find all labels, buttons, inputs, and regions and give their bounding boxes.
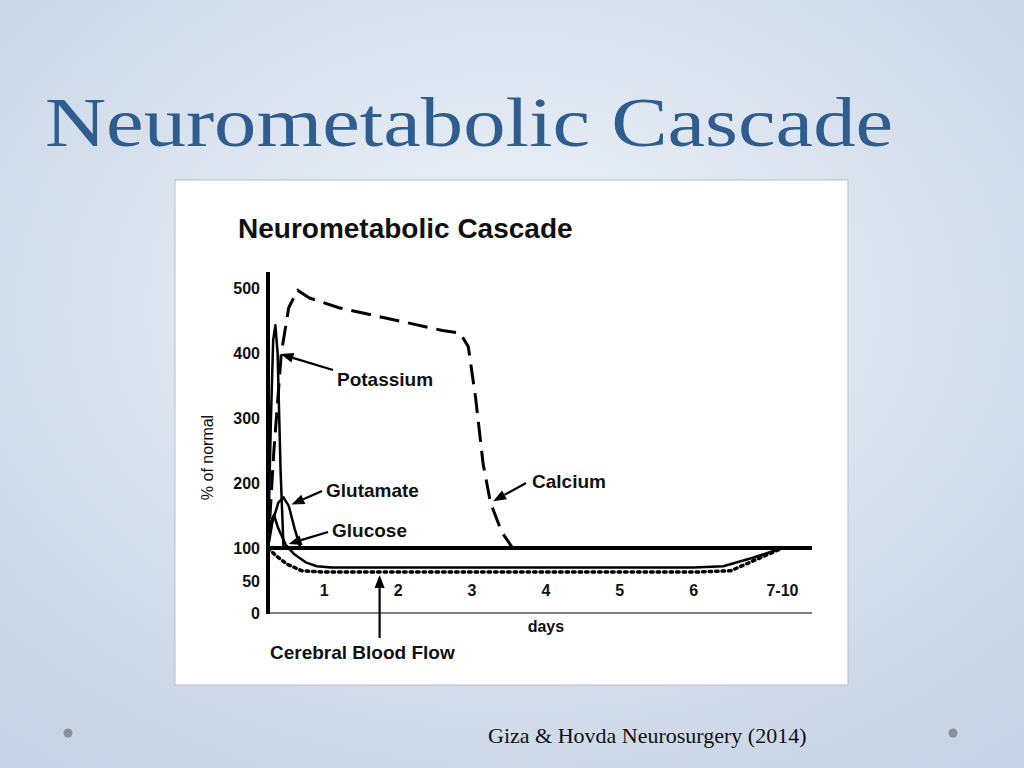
x-tick-label: 2 — [394, 582, 403, 599]
y-tick-label: 200 — [233, 475, 260, 492]
y-tick-label: 300 — [233, 410, 260, 427]
annotation-arrow — [301, 532, 328, 540]
plot-area — [268, 290, 812, 572]
series-annotation: Glucose — [332, 520, 407, 541]
y-axis-label: % of normal — [199, 415, 216, 500]
y-tick-label: 100 — [233, 540, 260, 557]
annotation-arrowhead — [280, 353, 294, 363]
slide: Neurometabolic Cascade Giza & Hovda Neuro… — [0, 0, 1024, 768]
series-line — [268, 548, 782, 572]
x-tick-label: 3 — [468, 582, 477, 599]
chart-title: Neurometabolic Cascade — [238, 213, 573, 244]
annotation-arrowhead — [375, 575, 385, 588]
series-line — [268, 290, 513, 548]
y-tick-label: 0 — [251, 605, 260, 622]
x-tick-label: 5 — [615, 582, 624, 599]
x-tick-label: 4 — [541, 582, 550, 599]
annotations: Potassium Glutamate Glucose Calcium Cerebral… — [270, 353, 606, 663]
annotation-arrow — [379, 588, 381, 638]
y-tick-label: 500 — [233, 280, 260, 297]
annotation-arrowhead — [493, 490, 507, 501]
bullet-dot — [949, 729, 958, 738]
annotation-arrowhead — [289, 535, 303, 545]
x-axis-line — [268, 613, 812, 614]
x-tick-label: 7-10 — [766, 582, 798, 599]
series-annotation: Calcium — [532, 471, 606, 492]
series-annotation: Cerebral Blood Flow — [270, 642, 455, 663]
annotation-arrow — [293, 358, 333, 370]
series-annotation: Potassium — [337, 369, 433, 390]
series-line — [268, 515, 782, 568]
citation: Giza & Hovda Neurosurgery (2014) — [488, 723, 807, 748]
x-tick-label: 6 — [689, 582, 698, 599]
background — [0, 0, 1024, 768]
annotation-arrow — [303, 491, 322, 499]
y-tick-label: 50 — [242, 573, 260, 590]
annotation-arrowhead — [291, 495, 305, 505]
bullet-dot — [64, 729, 73, 738]
y-tick-label: 400 — [233, 345, 260, 362]
annotation-arrow — [504, 483, 526, 495]
baseline — [268, 546, 812, 550]
x-axis-label: days — [528, 618, 565, 635]
chart-frame — [175, 180, 848, 685]
series-annotation: Glutamate — [326, 480, 419, 501]
x-tick-label: 1 — [320, 582, 329, 599]
slide-title: Neurometabolic Cascade — [45, 84, 893, 161]
